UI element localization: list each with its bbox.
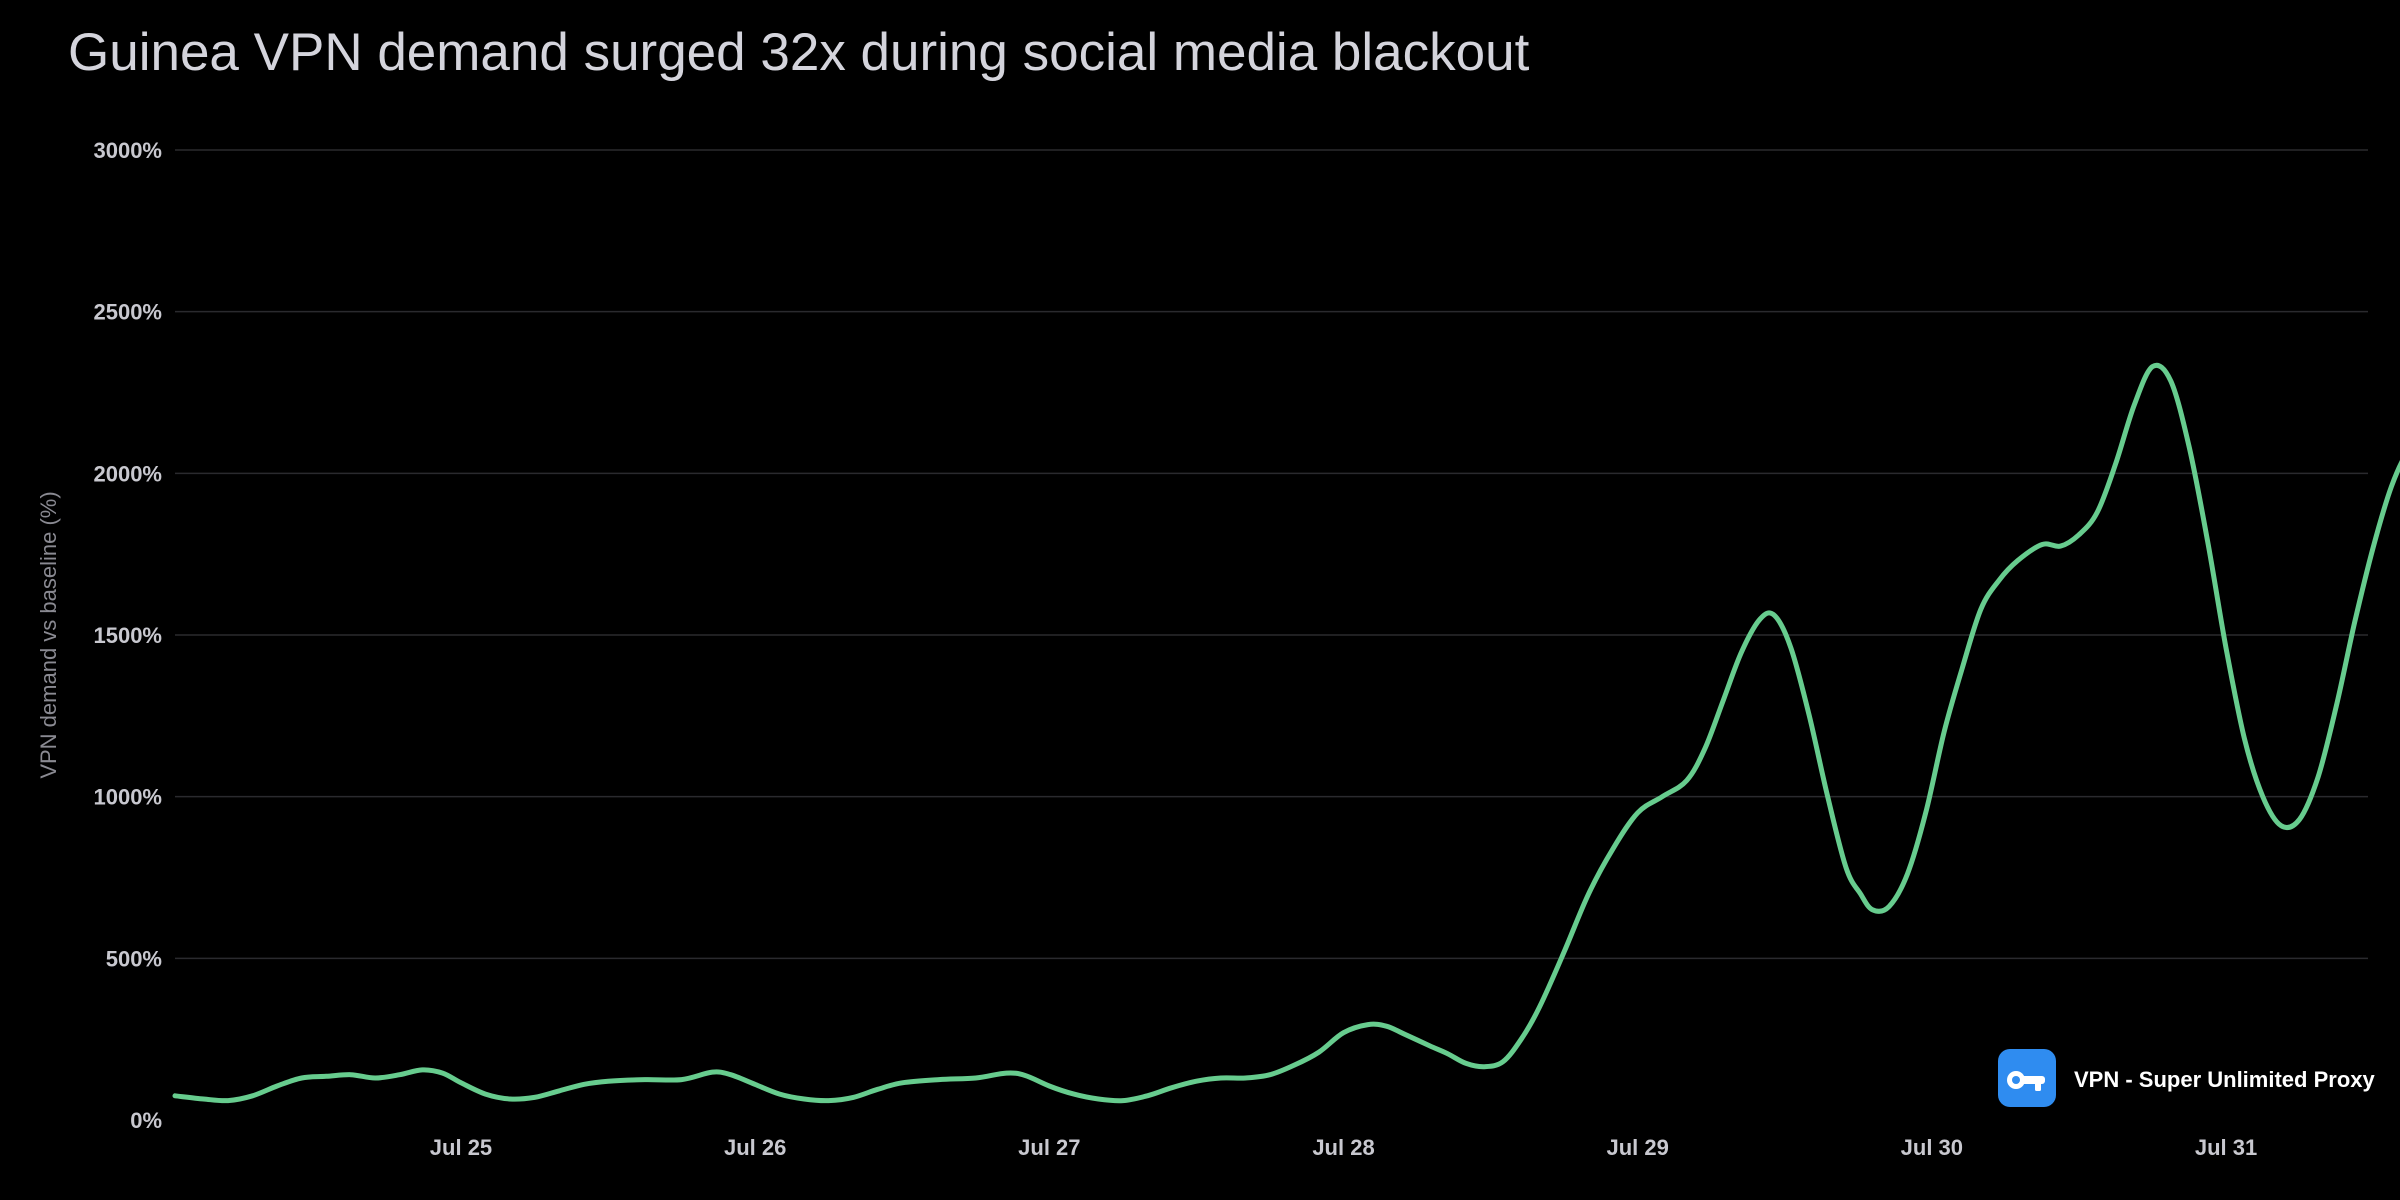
y-axis-label: VPN demand vs baseline (%) <box>36 491 61 778</box>
x-tick-label: Jul 27 <box>1018 1135 1080 1160</box>
gridlines <box>175 149 2368 960</box>
y-tick-label: 2500% <box>93 300 162 325</box>
chart-title: Guinea VPN demand surged 32x during soci… <box>68 23 1530 82</box>
x-tick-label: Jul 31 <box>2195 1135 2257 1160</box>
x-tick-label: Jul 28 <box>1312 1135 1374 1160</box>
y-axis-ticks: 0% 500% 1000% 1500% 2000% 2500% 3000% <box>93 138 162 1133</box>
y-tick-label: 2000% <box>93 461 162 486</box>
y-tick-label: 500% <box>106 946 162 971</box>
watermark-badge: VPN - Super Unlimited Proxy <box>1998 1049 2375 1107</box>
y-tick-label: 0% <box>130 1108 162 1133</box>
key-hole <box>2012 1076 2020 1084</box>
x-axis-ticks: Jul 25 Jul 26 Jul 27 Jul 28 Jul 29 Jul 30 Jul … <box>430 1135 2257 1160</box>
x-tick-label: Jul 29 <box>1606 1135 1668 1160</box>
watermark-label: VPN - Super Unlimited Proxy <box>2074 1067 2375 1092</box>
y-tick-label: 1000% <box>93 785 162 810</box>
x-tick-label: Jul 25 <box>430 1135 492 1160</box>
x-tick-label: Jul 26 <box>724 1135 786 1160</box>
series-line <box>172 362 2400 1104</box>
y-tick-label: 3000% <box>93 138 162 163</box>
series-layer <box>172 362 2400 1104</box>
x-tick-label: Jul 30 <box>1901 1135 1963 1160</box>
y-tick-label: 1500% <box>93 623 162 648</box>
